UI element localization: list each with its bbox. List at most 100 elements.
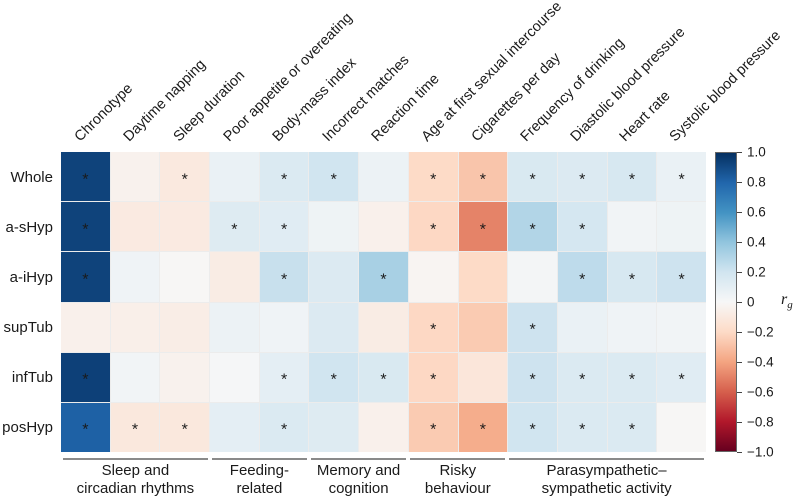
heatmap-cell-Whole-7: *	[408, 152, 458, 202]
significance-asterisk: *	[430, 221, 437, 239]
significance-asterisk: *	[529, 371, 536, 389]
heatmap-cell-a-iHyp-1	[110, 252, 160, 302]
column-label-1: Daytime napping	[121, 56, 210, 145]
significance-asterisk: *	[380, 371, 387, 389]
heatmap-cell-infTub-8	[458, 352, 508, 402]
heatmap-cell-a-sHyp-4: *	[259, 202, 309, 252]
heatmap-cell-a-iHyp-11: *	[607, 252, 657, 302]
row-label-infTub: infTub	[11, 368, 53, 386]
heatmap-cell-a-iHyp-10: *	[557, 252, 607, 302]
heatmap-cell-supTub-8	[458, 302, 508, 352]
significance-asterisk: *	[628, 371, 636, 389]
heatmap-cell-Whole-10: *	[557, 152, 607, 202]
group-line-0	[63, 458, 208, 460]
significance-asterisk: *	[628, 171, 636, 189]
significance-asterisk: *	[231, 221, 238, 239]
heatmap-cell-Whole-4: *	[259, 152, 309, 202]
heatmap-cell-supTub-7: *	[408, 302, 458, 352]
colorbar-tick-label-0.8: 0.8	[747, 174, 766, 190]
group-line-4	[509, 458, 704, 460]
heatmap-cell-a-sHyp-0: *	[61, 202, 110, 252]
heatmap-cell-posHyp-0: *	[61, 402, 110, 452]
significance-asterisk: *	[82, 371, 89, 389]
significance-asterisk: *	[330, 171, 337, 189]
colorbar-tick-mark	[737, 302, 742, 303]
significance-asterisk: *	[82, 221, 89, 239]
heatmap-cell-Whole-0: *	[61, 152, 110, 202]
heatmap-cell-a-sHyp-6	[359, 202, 408, 252]
heatmap-cell-a-sHyp-7: *	[408, 202, 458, 252]
colorbar-tick-label-−0.4: −0.4	[747, 354, 774, 370]
heatmap-cell-posHyp-2: *	[160, 402, 210, 452]
significance-asterisk: *	[430, 171, 437, 189]
heatmap-cell-posHyp-8: *	[458, 402, 508, 452]
column-label-8: Cigarettes per day	[468, 49, 564, 146]
significance-asterisk: *	[82, 421, 89, 439]
heatmap-cell-infTub-7: *	[408, 352, 458, 402]
significance-asterisk: *	[479, 171, 486, 189]
heatmap-cell-a-iHyp-9	[508, 252, 557, 302]
column-label-12: Systolic blood pressure	[666, 27, 785, 146]
group-label-4: Parasympathetic– sympathetic activity	[541, 462, 672, 497]
column-label-4: Body-mass index	[269, 55, 360, 146]
row-label-posHyp: posHyp	[2, 418, 53, 436]
heatmap-cell-infTub-1	[110, 352, 160, 402]
group-label-3: Risky behaviour	[424, 462, 491, 497]
heatmap-cell-a-sHyp-2	[160, 202, 210, 252]
heatmap-cell-Whole-8: *	[458, 152, 508, 202]
heatmap-cell-supTub-1	[110, 302, 160, 352]
heatmap-cell-supTub-0	[61, 302, 110, 352]
heatmap-grid: * * * * * * * * * * * * * * * * * * * * * * * * * * * * * * * * * * * * * * * *…	[61, 152, 706, 452]
significance-asterisk: *	[479, 421, 486, 439]
heatmap-cell-infTub-5: *	[309, 352, 359, 402]
heatmap-cell-Whole-12: *	[657, 152, 706, 202]
group-line-3	[410, 458, 506, 460]
heatmap-cell-infTub-6: *	[359, 352, 408, 402]
heatmap-cell-posHyp-1: *	[110, 402, 160, 452]
significance-asterisk: *	[280, 171, 288, 189]
significance-asterisk: *	[181, 421, 188, 439]
heatmap-cell-posHyp-5	[309, 402, 359, 452]
group-label-1: Feeding-related	[229, 462, 289, 497]
heatmap-cell-a-sHyp-10: *	[557, 202, 607, 252]
group-line-2	[311, 458, 407, 460]
colorbar-tick-label-1.0: 1.0	[747, 144, 766, 160]
heatmap-cell-supTub-6	[359, 302, 408, 352]
heatmap-cell-a-sHyp-11	[607, 202, 657, 252]
heatmap-cell-Whole-11: *	[607, 152, 657, 202]
significance-asterisk: *	[280, 221, 288, 239]
heatmap-cell-infTub-9: *	[508, 352, 557, 402]
colorbar-tick-mark	[737, 152, 742, 153]
row-label-Whole: Whole	[10, 168, 53, 186]
heatmap-cell-a-sHyp-9: *	[508, 202, 557, 252]
heatmap-cell-a-iHyp-6: *	[359, 252, 408, 302]
heatmap-cell-posHyp-11: *	[607, 402, 657, 452]
significance-asterisk: *	[430, 371, 437, 389]
significance-asterisk: *	[678, 271, 685, 289]
heatmap-cell-supTub-3	[210, 302, 259, 352]
colorbar-tick-mark	[737, 242, 742, 243]
heatmap-cell-a-iHyp-7	[408, 252, 458, 302]
significance-asterisk: *	[380, 271, 387, 289]
significance-asterisk: *	[82, 171, 89, 189]
group-line-1	[211, 458, 307, 460]
heatmap-cell-a-sHyp-5	[309, 202, 359, 252]
significance-asterisk: *	[430, 321, 437, 339]
significance-asterisk: *	[430, 421, 437, 439]
heatmap-cell-supTub-2	[160, 302, 210, 352]
colorbar-tick-mark	[737, 332, 742, 333]
significance-asterisk: *	[280, 371, 288, 389]
colorbar-tick-label-−0.2: −0.2	[747, 324, 774, 340]
colorbar-tick-mark	[737, 362, 742, 363]
heatmap-cell-a-iHyp-12: *	[657, 252, 706, 302]
significance-asterisk: *	[131, 421, 139, 439]
heatmap-cell-a-sHyp-3: *	[210, 202, 259, 252]
colorbar-axis-label: rg	[781, 291, 793, 311]
significance-asterisk: *	[678, 371, 685, 389]
colorbar-tick-label-0.4: 0.4	[747, 234, 766, 250]
significance-asterisk: *	[579, 221, 586, 239]
heatmap-cell-infTub-4: *	[259, 352, 309, 402]
heatmap-cell-a-iHyp-0: *	[61, 252, 110, 302]
colorbar-tick-label-0: 0	[747, 294, 755, 310]
